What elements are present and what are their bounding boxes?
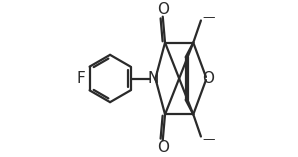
Text: O: O xyxy=(157,140,169,155)
Text: —: — xyxy=(202,11,215,24)
Text: F: F xyxy=(76,71,85,86)
Text: O: O xyxy=(202,71,214,86)
Text: —: — xyxy=(202,133,215,146)
Text: O: O xyxy=(157,2,169,17)
Text: N: N xyxy=(147,71,159,86)
